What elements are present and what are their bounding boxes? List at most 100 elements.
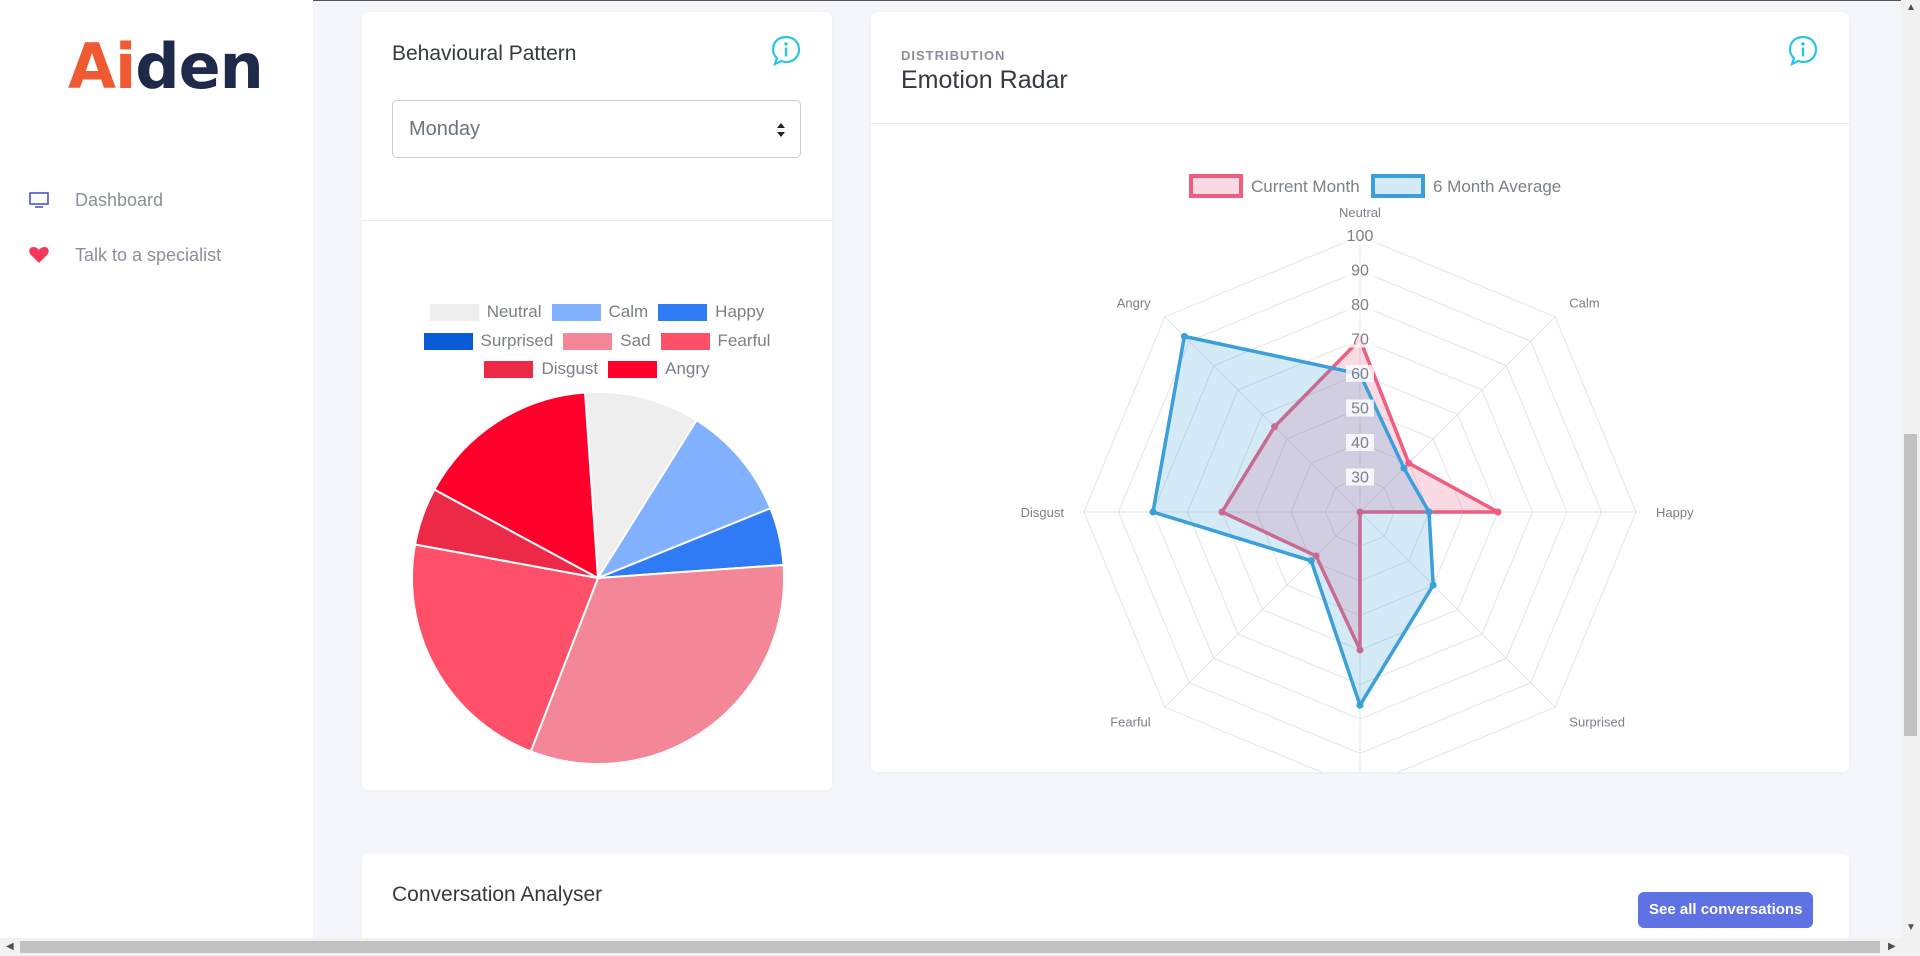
sidebar-item-label: Talk to a specialist bbox=[75, 244, 222, 265]
card-title: Behavioural Pattern bbox=[392, 42, 577, 65]
select-arrows-icon bbox=[777, 123, 785, 137]
radar-point[interactable] bbox=[1405, 459, 1413, 467]
pie-slice-neutral[interactable] bbox=[583, 391, 698, 582]
legend-label[interactable]: Current Month bbox=[1251, 177, 1360, 196]
scroll-up-icon[interactable]: ▲ bbox=[1906, 2, 1916, 13]
radar-series-current-month[interactable] bbox=[1218, 336, 1502, 654]
pie-legend-row-2: Surprised Sad Fearful bbox=[362, 331, 832, 351]
scroll-down-icon[interactable]: ▼ bbox=[1906, 922, 1916, 933]
logo[interactable]: Aiden bbox=[68, 30, 264, 103]
grid-spoke bbox=[1359, 511, 1556, 708]
legend-label: Disgust bbox=[541, 359, 599, 378]
pie-legend-row-3: Disgust Angry bbox=[362, 359, 832, 379]
legend-item-disgust[interactable]: Disgust bbox=[484, 359, 598, 379]
axis-label-surprised: Surprised bbox=[1569, 714, 1625, 729]
sidebar-item-dashboard[interactable]: Dashboard bbox=[28, 185, 163, 215]
radar-card: DISTRIBUTION Emotion Radar Current Month… bbox=[871, 12, 1849, 772]
tick-label: 30 bbox=[1351, 470, 1369, 487]
see-all-conversations-button[interactable]: See all conversations bbox=[1638, 892, 1814, 928]
radar-tick-labels: 30 40 50 60 70 80 90 100 bbox=[1346, 227, 1374, 487]
radar-axis-labels: NeutralCalmHappySurprisedSadFearfulDisgu… bbox=[1021, 205, 1694, 729]
tick-backdrop bbox=[1346, 227, 1374, 244]
info-icon[interactable] bbox=[770, 34, 802, 67]
radar-point[interactable] bbox=[1356, 646, 1364, 654]
info-icon[interactable] bbox=[1787, 34, 1819, 67]
radar-point[interactable] bbox=[1425, 508, 1433, 516]
scrollbar-thumb[interactable] bbox=[1904, 434, 1917, 736]
legend-label: Fearful bbox=[717, 331, 771, 350]
radar-point[interactable] bbox=[1356, 508, 1364, 516]
card-title: Conversation Analyser bbox=[392, 883, 603, 906]
radar-point[interactable] bbox=[1356, 701, 1364, 709]
top-border bbox=[0, 0, 1920, 1]
pie-slice-sad[interactable] bbox=[529, 563, 785, 765]
legend-item-neutral[interactable]: Neutral bbox=[429, 302, 542, 322]
legend-item-angry[interactable]: Angry bbox=[608, 359, 710, 379]
legend-item-happy[interactable]: Happy bbox=[658, 302, 764, 322]
axis-label-angry: Angry bbox=[1117, 296, 1151, 311]
legend-label: Sad bbox=[620, 331, 651, 350]
radar-legend: Current Month 6 Month Average bbox=[1189, 174, 1561, 198]
radar-series-six-month-average[interactable] bbox=[1149, 332, 1437, 710]
pie-slice-angry[interactable] bbox=[433, 391, 600, 580]
emotion-radar-chart[interactable]: Current Month 6 Month Average 30 40 50 60 70 80… bbox=[871, 152, 1849, 772]
tick-label: 70 bbox=[1351, 332, 1369, 349]
radar-point[interactable] bbox=[1400, 464, 1408, 472]
card-title: Emotion Radar bbox=[901, 66, 1068, 94]
tick-label: 100 bbox=[1347, 228, 1374, 245]
grid-spoke bbox=[1359, 316, 1556, 513]
tick-backdrop bbox=[1346, 365, 1374, 382]
pie-slice-fearful[interactable] bbox=[411, 543, 600, 753]
radar-point[interactable] bbox=[1180, 332, 1188, 340]
legend-item-sad[interactable]: Sad bbox=[563, 331, 651, 351]
divider bbox=[871, 123, 1849, 124]
legend-label: Happy bbox=[715, 302, 765, 321]
scrollbar-thumb[interactable] bbox=[20, 941, 1880, 953]
legend-swatch bbox=[484, 360, 534, 378]
radar-point[interactable] bbox=[1307, 557, 1315, 565]
legend-swatch bbox=[658, 303, 708, 321]
heart-icon bbox=[28, 244, 50, 266]
tick-label: 90 bbox=[1351, 263, 1369, 280]
legend-label: Surprised bbox=[480, 331, 554, 350]
radar-point[interactable] bbox=[1271, 423, 1279, 431]
card-subtitle: DISTRIBUTION bbox=[901, 48, 1006, 63]
radar-point[interactable] bbox=[1312, 552, 1320, 560]
legend-swatch bbox=[423, 332, 473, 350]
axis-label-calm: Calm bbox=[1569, 296, 1599, 311]
grid-ring bbox=[1083, 235, 1637, 772]
scroll-left-icon[interactable]: ◀ bbox=[6, 941, 14, 952]
legend-swatch[interactable] bbox=[1371, 174, 1425, 198]
radar-point[interactable] bbox=[1218, 508, 1226, 516]
sidebar-item-label: Dashboard bbox=[75, 189, 164, 210]
behaviour-pie-chart[interactable] bbox=[362, 384, 832, 784]
scroll-right-icon[interactable]: ▶ bbox=[1888, 941, 1896, 952]
monitor-icon bbox=[28, 189, 50, 211]
pie-slice-calm[interactable] bbox=[595, 418, 772, 581]
sidebar-item-talk-to-specialist[interactable]: Talk to a specialist bbox=[28, 240, 221, 270]
tick-backdrop bbox=[1346, 468, 1374, 486]
tick-label: 40 bbox=[1351, 435, 1369, 452]
day-select-value: Monday bbox=[409, 118, 481, 140]
legend-swatch[interactable] bbox=[1189, 174, 1243, 198]
divider bbox=[362, 220, 832, 221]
legend-label[interactable]: 6 Month Average bbox=[1433, 177, 1561, 196]
axis-label-neutral: Neutral bbox=[1339, 205, 1381, 220]
tick-backdrop bbox=[1346, 434, 1374, 451]
radar-point[interactable] bbox=[1494, 508, 1502, 516]
legend-item-surprised[interactable]: Surprised bbox=[423, 331, 554, 351]
tick-label: 50 bbox=[1351, 401, 1369, 418]
legend-item-fearful[interactable]: Fearful bbox=[660, 331, 771, 351]
axis-label-happy: Happy bbox=[1656, 505, 1694, 520]
behaviour-card: Behavioural Pattern Monday Neutral Calm … bbox=[362, 12, 832, 790]
radar-area[interactable] bbox=[1151, 334, 1435, 710]
legend-label: Angry bbox=[665, 359, 710, 378]
radar-point[interactable] bbox=[1429, 581, 1437, 589]
horizontal-scrollbar[interactable]: ◀ ▶ bbox=[0, 938, 1920, 956]
legend-swatch bbox=[608, 360, 658, 378]
tick-backdrop bbox=[1346, 261, 1374, 279]
day-select[interactable]: Monday bbox=[392, 100, 801, 158]
radar-point[interactable] bbox=[1149, 508, 1157, 516]
vertical-scrollbar[interactable]: ▲ ▼ bbox=[1901, 0, 1920, 938]
legend-item-calm[interactable]: Calm bbox=[551, 302, 648, 322]
